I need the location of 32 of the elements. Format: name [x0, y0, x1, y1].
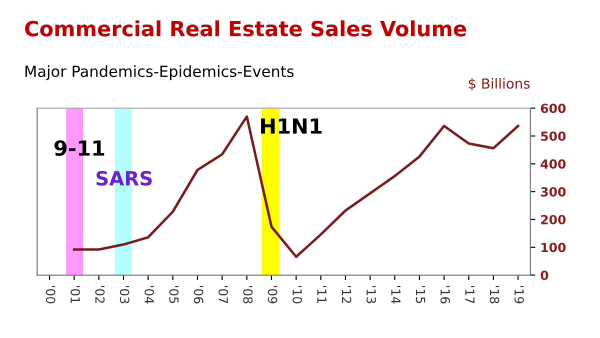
chart-title: Commercial Real Estate Sales Volume — [25, 20, 466, 36]
y-tick-label: 400 — [540, 159, 566, 169]
x-tick-label: '02 — [95, 286, 105, 303]
y-axis-title: $ Billions — [468, 78, 530, 91]
x-tick-label: '03 — [120, 286, 130, 304]
x-tick-label: '01 — [70, 286, 80, 304]
y-tick-label: 300 — [540, 187, 566, 197]
x-tick-label: '04 — [144, 286, 154, 304]
y-tick-label: 200 — [541, 214, 566, 224]
chart-subtitle: Major Pandemics-Epidemics-Events — [26, 65, 294, 80]
x-tick-label: '12 — [342, 286, 352, 303]
x-tick-label: '00 — [46, 286, 56, 304]
x-tick-label: '13 — [366, 286, 376, 304]
y-tick-label: 100 — [542, 242, 566, 252]
x-tick-label: '09 — [268, 286, 278, 304]
x-tick-label: '16 — [440, 286, 450, 304]
x-tick-label: '06 — [194, 286, 204, 304]
y-tick-label: 500 — [541, 131, 566, 141]
x-tick-label: '14 — [391, 286, 400, 304]
y-tick-label: 600 — [540, 104, 566, 114]
band-label: 9-11 — [54, 140, 104, 156]
y-tick-label: 0 — [540, 270, 548, 280]
x-tick-label: '17 — [465, 286, 474, 304]
x-tick-label: '15 — [416, 286, 426, 304]
band-label: SARS — [96, 170, 152, 186]
x-tick-label: '05 — [169, 286, 179, 304]
x-tick-label: '18 — [490, 286, 500, 304]
x-tick-label: '07 — [218, 286, 228, 304]
x-tick-label: '11 — [317, 286, 326, 304]
x-tick-label: '08 — [243, 286, 253, 304]
x-tick-label: '10 — [292, 286, 302, 304]
x-tick-label: '19 — [514, 286, 524, 304]
